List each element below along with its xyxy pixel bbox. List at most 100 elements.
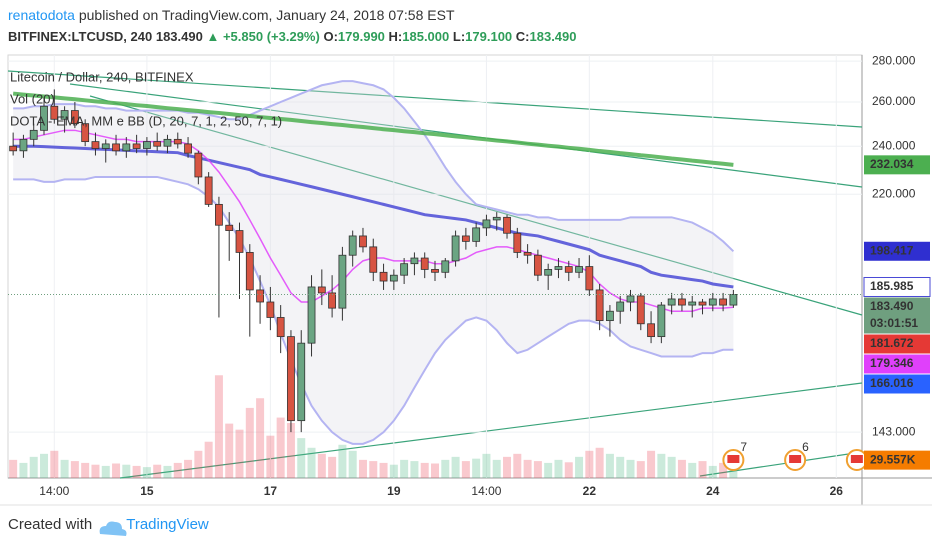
candle-body [729,294,738,306]
volume-bar [9,459,18,478]
price-label: 181.672 [870,336,914,350]
candle-body [678,298,686,306]
y-tick-label: 143.000 [872,424,916,438]
candle-body [523,252,532,256]
candle-body [60,110,69,120]
candle-body [533,254,542,276]
change: +5.850 (+3.29%) [222,29,320,44]
ohlc-label: C: [515,29,530,44]
price-label-box [864,241,930,261]
volume-bar [605,453,614,478]
volume-bar [482,453,491,478]
symbol-line: BITFINEX:LTCUSD, 240 183.490 ▲ +5.850 (+… [8,26,577,48]
y-tick-label: 280.000 [872,53,916,67]
price-label-box [864,374,930,394]
volume-bar [657,453,666,478]
ohlc-label: O: [323,29,338,44]
candle-body [122,143,131,152]
volume-bar [698,461,707,478]
volume-bar [472,458,481,478]
price-labels: 232.034 198.417 185.985 183.490 03:01:51 181.… [863,155,931,470]
volume-bar [266,435,275,478]
event-flag [850,455,863,463]
volume-bar [533,461,542,478]
candle-body [112,143,120,152]
volume-bar [523,459,532,478]
price-label-box [864,334,930,354]
candle-body [667,298,676,306]
volume-bar [286,423,295,478]
author[interactable]: renatodota [8,7,75,23]
volume-bar [379,462,388,478]
volume-bar [29,456,38,478]
volume-bar [40,453,49,478]
volume-bar [132,465,141,478]
x-tick-label: 14:00 [39,484,69,498]
candle-body [698,301,707,306]
volume-bar [544,462,553,478]
volume-bar [369,461,378,478]
indicator-line [13,144,734,289]
volume-bar [225,423,234,478]
candle-body [616,301,625,312]
trendline [89,95,863,316]
volume-bar [626,459,635,478]
candle-body [585,266,594,291]
x-tick-label: 17 [264,484,278,498]
volume-bar [400,459,409,478]
x-tick-label: 24 [706,484,720,498]
candle-body [441,260,450,273]
candle-body [513,232,522,253]
volume-bar [595,447,604,478]
event-count: 7 [740,440,747,454]
price-label: 198.417 [870,243,914,257]
candle-body [173,138,182,145]
candle-body [472,227,481,242]
candle-body [451,235,460,262]
volume-bar [441,459,450,478]
event-flag [727,455,740,463]
volume-bar [389,464,398,478]
volume-bar [91,464,100,478]
candle-body [91,141,100,149]
price-label-box [863,276,931,297]
last-price: 183.490 [155,29,203,44]
candle-body [19,138,28,152]
candle-body [204,176,213,205]
y-tick-label: 260.000 [872,94,916,108]
candle-body [81,123,90,143]
price-label: 29.557K [870,452,916,466]
tv-logo [99,521,127,536]
candle-body [163,138,172,147]
volume-bar [328,456,337,478]
candle-body [564,266,573,273]
brand[interactable]: TradingView [126,516,209,533]
legend-line: DOTA - EMA, MM e BB (D, 20, 7, 1, 2, 50,… [10,113,282,128]
candle-body [626,295,635,303]
volume-bar [667,456,676,478]
chart-title: Litecoin / Dollar, 240, BITFINEX [10,69,194,84]
volume-bar [461,461,470,478]
trendline [7,70,863,128]
volume-bar [214,375,223,478]
candle-body [544,269,553,276]
candle-body [575,266,583,273]
candle-body [719,298,727,306]
volume-bar [420,462,429,478]
volume-bar [554,459,563,478]
volume-bar [276,417,285,478]
volume-bar [122,464,131,478]
publish-line: renatodota published on TradingView.com,… [8,4,577,26]
y-tick-label: 220.000 [872,186,916,200]
volume-bar [204,441,213,478]
volume-bar [513,453,522,478]
volume-bar [688,462,697,478]
candle-body [307,286,316,344]
volume-bar [163,465,172,478]
volume-bar [317,453,326,478]
candle-body [348,235,357,256]
candle-body [194,152,203,178]
price-label: 232.034 [870,157,914,171]
trendline [699,451,863,477]
